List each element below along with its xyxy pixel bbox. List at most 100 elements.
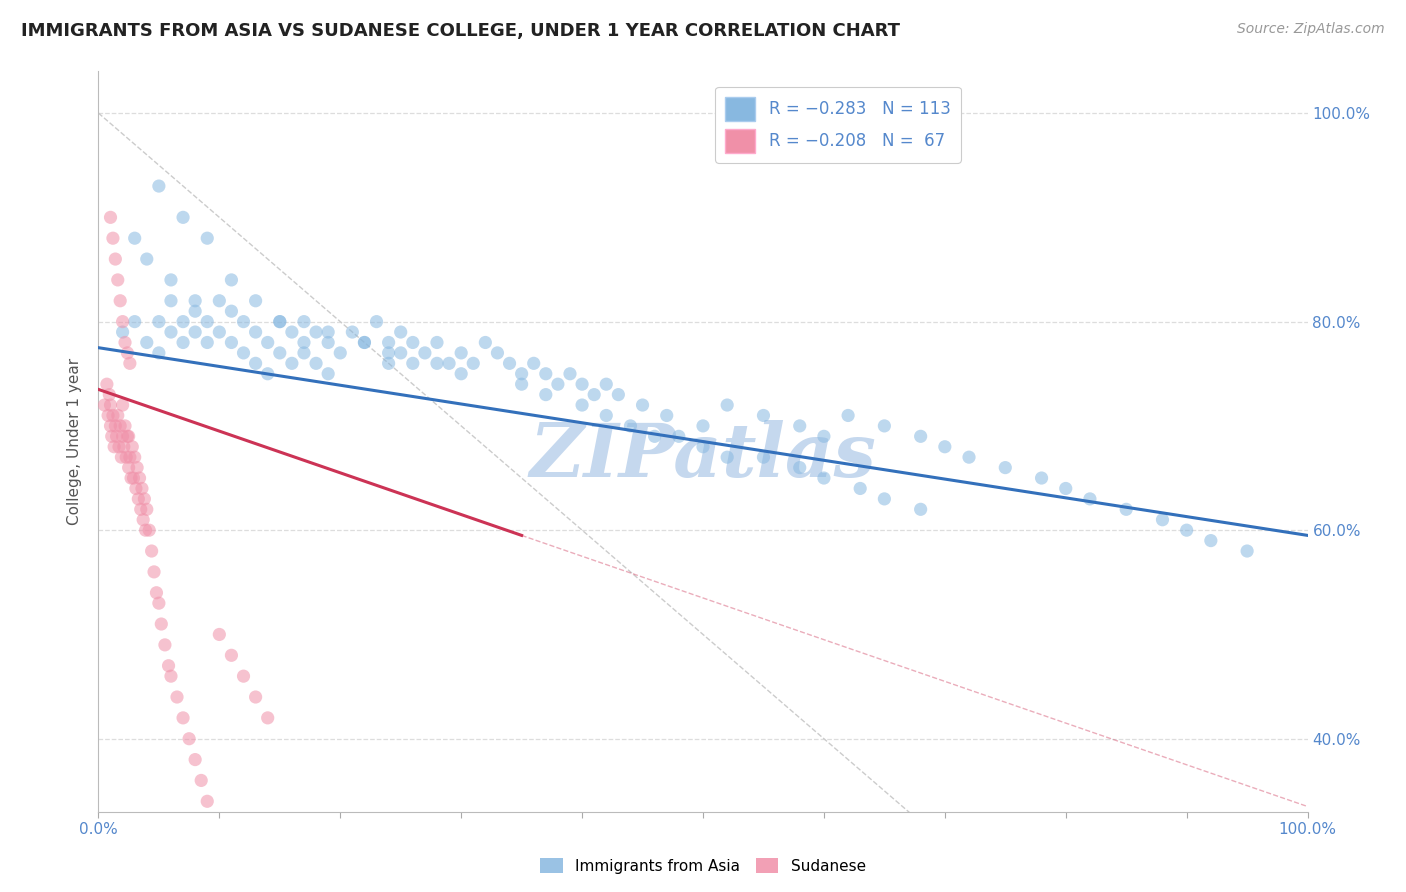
Point (97, 409, 120, 423)
Point (108, 418, 131, 433)
Point (145, 586, 167, 600)
Point (316, 325, 339, 339)
Point (120, 471, 142, 485)
Point (132, 513, 155, 527)
Point (510, 367, 533, 381)
Point (103, 440, 125, 454)
Point (245, 356, 267, 370)
Point (135, 502, 157, 516)
Point (607, 387, 630, 401)
Point (281, 356, 304, 370)
Point (111, 398, 134, 412)
Point (148, 315, 170, 329)
Point (107, 273, 129, 287)
Point (148, 596, 170, 610)
Point (115, 450, 138, 465)
Point (111, 429, 134, 443)
Point (849, 482, 872, 496)
Point (789, 460, 811, 475)
Point (184, 325, 207, 339)
Point (110, 450, 132, 465)
Point (245, 690, 267, 704)
Point (221, 273, 243, 287)
Point (353, 335, 375, 350)
Point (121, 440, 143, 454)
Point (1199, 533, 1222, 548)
Point (141, 544, 163, 558)
Point (305, 325, 328, 339)
Point (1152, 513, 1174, 527)
Point (184, 753, 207, 767)
Point (342, 325, 364, 339)
Point (138, 523, 160, 537)
Point (232, 346, 254, 360)
Point (789, 418, 811, 433)
Point (305, 356, 328, 370)
Point (1078, 491, 1101, 506)
Point (292, 346, 315, 360)
Point (813, 471, 835, 485)
Point (100, 398, 122, 412)
Point (934, 440, 956, 454)
Point (100, 429, 122, 443)
Point (127, 460, 149, 475)
Point (595, 377, 617, 392)
Point (523, 356, 546, 370)
Point (172, 335, 194, 350)
Point (195, 335, 218, 350)
Point (172, 711, 194, 725)
Point (316, 335, 339, 350)
Point (716, 450, 738, 465)
Point (124, 450, 146, 465)
Point (157, 658, 180, 673)
Point (104, 252, 127, 266)
Point (547, 377, 569, 392)
Point (221, 304, 243, 318)
Point (135, 523, 157, 537)
Point (100, 211, 122, 225)
Point (595, 409, 617, 423)
Point (377, 335, 399, 350)
Point (221, 335, 243, 350)
Point (716, 398, 738, 412)
Point (389, 346, 412, 360)
Point (148, 179, 170, 194)
Point (232, 315, 254, 329)
Point (510, 377, 533, 392)
Point (122, 471, 145, 485)
Point (752, 409, 775, 423)
Point (402, 335, 425, 350)
Point (329, 346, 352, 360)
Point (910, 502, 932, 516)
Point (143, 565, 166, 579)
Point (111, 315, 134, 329)
Point (96, 377, 118, 392)
Point (692, 418, 714, 433)
Point (316, 367, 339, 381)
Point (256, 335, 278, 350)
Point (752, 450, 775, 465)
Point (125, 482, 148, 496)
Point (93, 398, 115, 412)
Point (118, 460, 141, 475)
Point (292, 315, 315, 329)
Point (112, 440, 135, 454)
Point (692, 440, 714, 454)
Point (534, 367, 557, 381)
Point (269, 315, 291, 329)
Point (437, 356, 460, 370)
Point (184, 304, 207, 318)
Point (160, 273, 183, 287)
Point (135, 335, 157, 350)
Point (131, 482, 153, 496)
Point (269, 346, 291, 360)
Point (179, 731, 201, 746)
Point (498, 356, 520, 370)
Point (160, 325, 183, 339)
Point (172, 315, 194, 329)
Point (571, 398, 593, 412)
Point (98, 387, 121, 401)
Point (426, 356, 449, 370)
Point (208, 627, 231, 641)
Point (377, 346, 399, 360)
